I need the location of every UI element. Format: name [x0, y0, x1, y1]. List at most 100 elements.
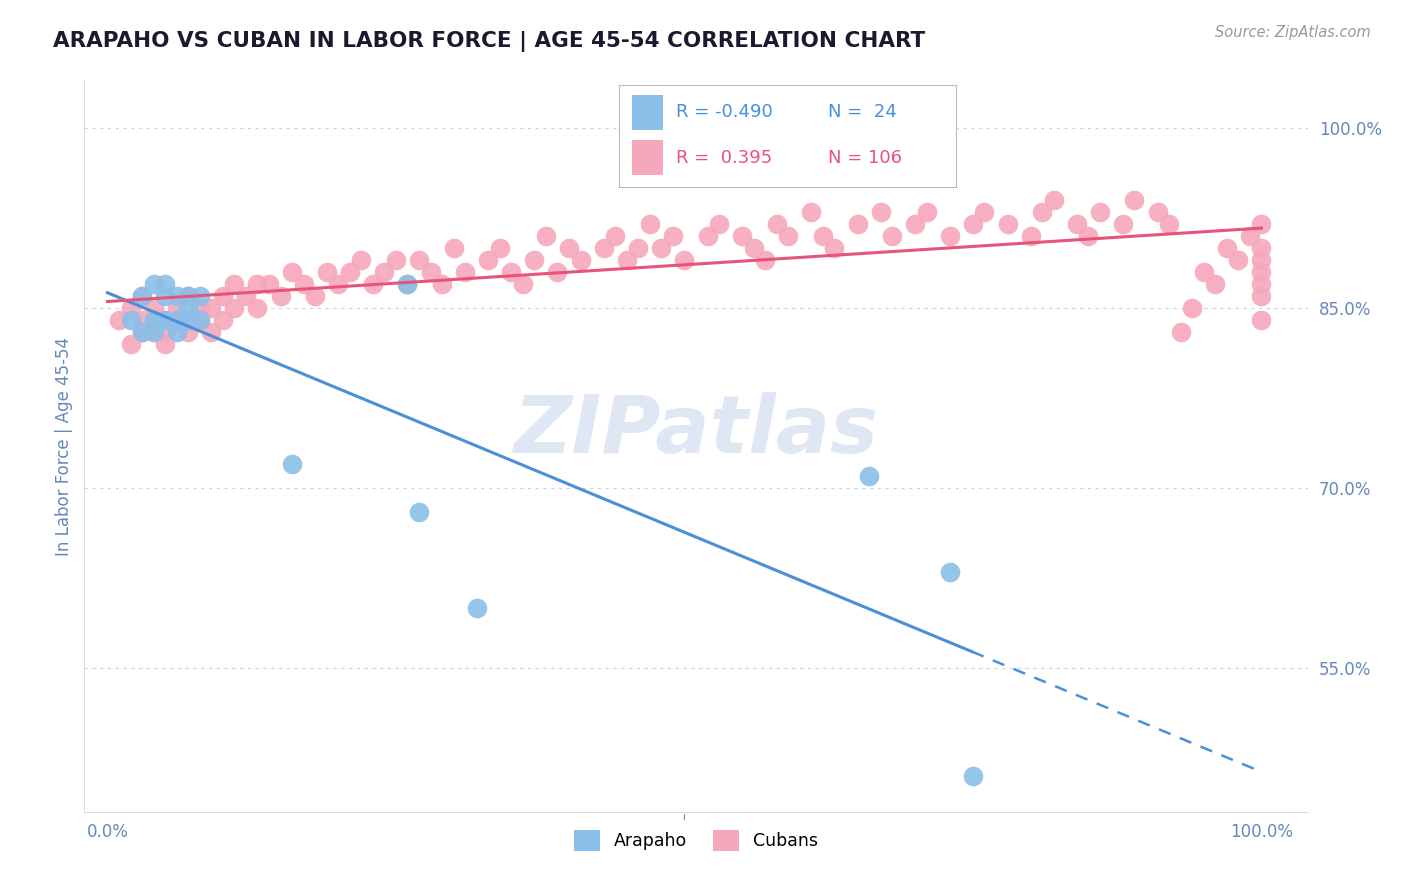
Point [534, 229, 557, 244]
Point [1123, 193, 1146, 207]
Point [153, 313, 176, 327]
Point [211, 313, 233, 327]
Point [408, 505, 430, 519]
Y-axis label: In Labor Force | Age 45-54: In Labor Force | Age 45-54 [55, 336, 73, 556]
Point [465, 600, 488, 615]
Point [396, 277, 419, 292]
Point [153, 337, 176, 351]
Point [385, 253, 408, 268]
Point [153, 289, 176, 303]
Point [800, 205, 823, 219]
Point [166, 289, 188, 303]
Point [939, 565, 962, 579]
Point [1112, 217, 1135, 231]
Point [915, 205, 938, 219]
Point [235, 289, 257, 303]
Bar [633, 140, 662, 175]
Point [443, 241, 465, 255]
Point [1250, 253, 1272, 268]
Point [292, 277, 315, 292]
Text: ZIPatlas: ZIPatlas [513, 392, 879, 470]
Point [962, 217, 984, 231]
Point [765, 217, 787, 231]
Point [1216, 241, 1239, 255]
Point [142, 277, 165, 292]
Point [558, 241, 581, 255]
Point [1250, 241, 1272, 255]
Point [153, 277, 176, 292]
Point [778, 229, 800, 244]
Point [1239, 229, 1261, 244]
Point [142, 313, 165, 327]
Point [592, 241, 614, 255]
Point [1192, 265, 1215, 279]
Text: N =  24: N = 24 [828, 103, 897, 121]
Point [939, 229, 962, 244]
Point [962, 769, 984, 783]
Point [120, 337, 142, 351]
Point [1250, 265, 1272, 279]
Point [373, 265, 395, 279]
Point [419, 265, 441, 279]
Point [1250, 217, 1272, 231]
Point [731, 229, 754, 244]
Point [177, 289, 200, 303]
Point [858, 469, 880, 483]
Point [662, 229, 685, 244]
Point [904, 217, 927, 231]
Point [257, 277, 280, 292]
Point [211, 289, 233, 303]
Point [120, 313, 142, 327]
Point [120, 301, 142, 315]
Point [142, 301, 165, 315]
Point [742, 241, 765, 255]
Bar [633, 95, 662, 130]
Point [177, 289, 200, 303]
Point [1227, 253, 1250, 268]
Point [166, 313, 188, 327]
Point [246, 277, 269, 292]
Point [1204, 277, 1226, 292]
Point [131, 289, 153, 303]
Point [1031, 205, 1053, 219]
Point [454, 265, 477, 279]
Point [638, 217, 661, 231]
Point [188, 313, 211, 327]
Point [131, 289, 153, 303]
Point [673, 253, 696, 268]
Point [523, 253, 546, 268]
Point [1250, 277, 1272, 292]
Point [1019, 229, 1042, 244]
Point [361, 277, 384, 292]
Point [350, 253, 373, 268]
Point [997, 217, 1019, 231]
Point [153, 325, 176, 339]
Point [166, 313, 188, 327]
Point [811, 229, 834, 244]
Point [569, 253, 592, 268]
Point [1159, 217, 1181, 231]
Point [823, 241, 845, 255]
Point [131, 325, 153, 339]
Point [973, 205, 995, 219]
Point [616, 253, 638, 268]
Point [108, 313, 131, 327]
Point [477, 253, 499, 268]
Point [1170, 325, 1192, 339]
Point [142, 325, 165, 339]
Point [1042, 193, 1064, 207]
Point [177, 313, 200, 327]
Point [224, 277, 246, 292]
Point [1181, 301, 1204, 315]
Point [430, 277, 453, 292]
Point [869, 205, 891, 219]
Point [846, 217, 869, 231]
Point [1077, 229, 1099, 244]
Point [650, 241, 672, 255]
Point [1146, 205, 1168, 219]
Point [281, 457, 304, 471]
Point [153, 313, 176, 327]
Point [304, 289, 326, 303]
Text: R = -0.490: R = -0.490 [676, 103, 773, 121]
Point [200, 325, 222, 339]
